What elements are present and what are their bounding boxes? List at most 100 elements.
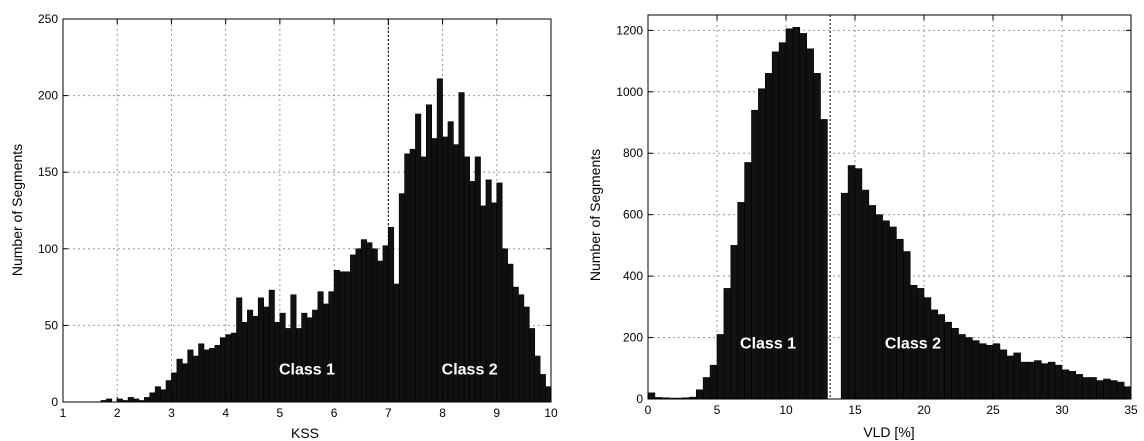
- vld-bar: [1075, 374, 1084, 399]
- vld-bar: [723, 288, 732, 399]
- vld-bar: [1006, 355, 1014, 399]
- vld-bar: [737, 202, 745, 399]
- vld-bar: [930, 309, 939, 399]
- vld-bar: [695, 389, 704, 399]
- kss-y-tick-label: 250: [38, 12, 58, 26]
- vld-x-tick-label: 25: [986, 403, 1000, 417]
- vld-bar: [847, 165, 856, 399]
- vld-bar: [758, 88, 766, 399]
- vld-y-tick-label: 1200: [616, 23, 643, 37]
- vld-y-tick-label: 200: [623, 331, 643, 345]
- vld-bar: [702, 377, 711, 399]
- kss-x-tick-label: 4: [222, 406, 229, 420]
- vld-bar: [1103, 378, 1111, 399]
- vld-bar: [751, 109, 759, 399]
- kss-y-tick-label: 100: [38, 242, 58, 256]
- vld-bar: [820, 119, 828, 399]
- kss-x-tick-label: 1: [60, 406, 67, 420]
- kss-y-tick-label: 0: [51, 395, 58, 409]
- vld-bar: [813, 73, 821, 399]
- vld-x-tick-label: 5: [714, 403, 721, 417]
- vld-bar: [648, 392, 656, 399]
- kss-x-tick-label: 9: [493, 406, 500, 420]
- vld-bar: [1013, 352, 1021, 399]
- vld-bar: [806, 48, 814, 399]
- vld-bar: [1068, 371, 1077, 399]
- vld-bar: [992, 343, 1001, 399]
- vld-bar: [958, 334, 966, 399]
- vld-bar: [985, 344, 994, 399]
- vld-x-tick-label: 35: [1124, 403, 1138, 417]
- vld-x-tick-label: 0: [645, 403, 652, 417]
- kss-y-axis-label: Number of Segments: [9, 144, 25, 276]
- vld-bar: [1123, 386, 1131, 399]
- vld-bar: [799, 33, 807, 399]
- kss-class-annotation: Class 2: [442, 361, 498, 378]
- vld-class-annotation: Class 1: [740, 335, 796, 352]
- vld-bar: [1089, 377, 1097, 399]
- vld-bar: [1082, 377, 1090, 399]
- vld-bar: [1027, 361, 1035, 399]
- vld-bar: [1041, 363, 1049, 399]
- kss-x-tick-label: 2: [114, 406, 121, 420]
- kss-x-tick-label: 7: [385, 406, 392, 420]
- vld-y-tick-label: 1000: [616, 85, 643, 99]
- kss-bars: [100, 78, 551, 402]
- vld-bar: [978, 343, 987, 399]
- vld-bar: [716, 334, 725, 399]
- vld-y-axis-label: Number of Segments: [587, 149, 603, 281]
- vld-x-tick-label: 30: [1055, 403, 1069, 417]
- vld-bar: [1096, 380, 1104, 399]
- vld-bar: [882, 220, 890, 399]
- kss-x-tick-label: 6: [331, 406, 338, 420]
- kss-axes-frame: [62, 18, 552, 403]
- vld-y-tick-label: 400: [623, 269, 643, 283]
- vld-bar: [944, 321, 952, 399]
- vld-y-tick-label: 800: [623, 146, 643, 160]
- kss-y-tick-label: 150: [38, 165, 58, 179]
- kss-x-tick-label: 3: [168, 406, 175, 420]
- vld-bar: [889, 226, 897, 399]
- vld-bar: [840, 192, 849, 399]
- vld-bar: [1110, 380, 1118, 399]
- kss-x-axis-label: KSS: [291, 425, 319, 441]
- vld-bar: [730, 245, 738, 399]
- vld-bar: [1034, 360, 1042, 399]
- kss-y-tick-label: 200: [38, 89, 58, 103]
- vld-bar: [875, 214, 883, 399]
- vld-bars: [648, 26, 1131, 399]
- vld-y-tick-label: 0: [636, 392, 643, 406]
- vld-bar: [1061, 369, 1070, 399]
- kss-y-tick-label: 50: [45, 318, 59, 332]
- vld-class-annotation: Class 2: [885, 335, 941, 352]
- vld-bar: [902, 251, 911, 399]
- kss-class-annotation: Class 1: [279, 361, 335, 378]
- vld-bar: [1054, 364, 1063, 399]
- kss-bar: [106, 398, 113, 402]
- kss-x-tick-label: 8: [439, 406, 446, 420]
- vld-bar: [965, 337, 973, 399]
- kss-x-tick-label: 10: [544, 406, 558, 420]
- vld-bar: [896, 238, 904, 399]
- vld-bar: [744, 162, 752, 399]
- vld-bar: [951, 328, 959, 399]
- vld-bar: [709, 364, 718, 399]
- vld-bar: [937, 314, 945, 399]
- vld-x-tick-label: 10: [779, 403, 793, 417]
- vld-bar: [868, 205, 876, 399]
- vld-bar: [861, 189, 870, 399]
- vld-bar: [971, 340, 980, 399]
- vld-bar: [1047, 361, 1056, 399]
- vld-bar: [1020, 361, 1028, 399]
- vld-x-axis-label: VLD [%]: [863, 424, 914, 440]
- vld-axes-frame: [647, 14, 1132, 400]
- vld-bar: [854, 168, 863, 399]
- vld-bar: [1116, 381, 1125, 399]
- vld-y-tick-label: 600: [623, 208, 643, 222]
- vld-x-tick-label: 15: [848, 403, 862, 417]
- vld-plot-area: 0 5 10 15 20 25 30 35 0 200 400 600 800 1000 1200 Class…: [616, 14, 1138, 417]
